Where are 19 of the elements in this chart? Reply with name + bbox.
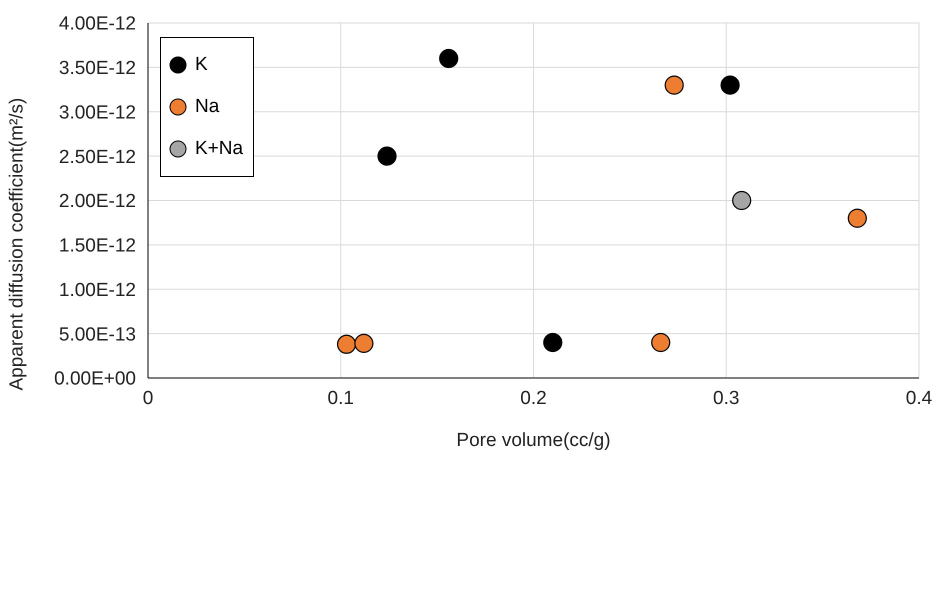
- y-tick-label: 3.00E-12: [58, 102, 136, 124]
- y-axis-title: Apparent diffusion coefficient(m²/s): [6, 98, 28, 390]
- legend-label: K: [195, 54, 208, 76]
- x-tick-label: 0.3: [713, 388, 740, 409]
- x-tick-label: 0.2: [520, 388, 547, 409]
- y-tick-label: 2.50E-12: [58, 146, 136, 168]
- y-tick-label: 5.00E-13: [58, 324, 136, 346]
- y-tick-label: 1.50E-12: [58, 236, 136, 257]
- y-tick-label: 0.00E+00: [54, 368, 136, 390]
- y-tick-label: 4.00E-12: [58, 14, 136, 35]
- y-tick-label: 3.50E-12: [58, 58, 136, 80]
- legend-label: K+Na: [195, 138, 244, 160]
- x-tick-label: 0: [142, 388, 154, 409]
- y-tick-label: 1.00E-12: [58, 280, 136, 301]
- x-tick-label: 0.1: [328, 388, 354, 409]
- x-tick-label: 0.4: [906, 388, 933, 409]
- x-axis-title: Pore volume(cc/g): [456, 430, 611, 451]
- legend-label: Na: [195, 96, 220, 118]
- y-tick-label: 2.00E-12: [58, 191, 136, 212]
